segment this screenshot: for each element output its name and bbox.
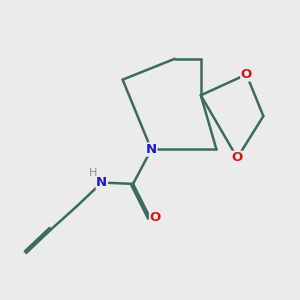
Text: N: N bbox=[96, 176, 107, 189]
Text: O: O bbox=[232, 151, 243, 164]
Text: N: N bbox=[146, 143, 157, 156]
Text: O: O bbox=[241, 68, 252, 81]
Text: H: H bbox=[88, 169, 97, 178]
Text: O: O bbox=[150, 211, 161, 224]
